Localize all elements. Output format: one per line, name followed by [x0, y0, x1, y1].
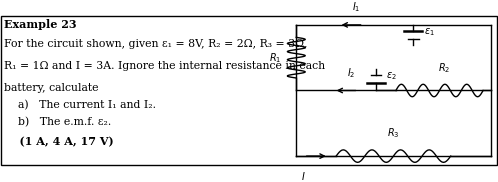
Text: $R_1$: $R_1$ — [269, 51, 281, 65]
Text: battery, calculate: battery, calculate — [4, 83, 99, 93]
Text: $R_2$: $R_2$ — [438, 61, 451, 75]
Text: $I_2$: $I_2$ — [347, 66, 355, 80]
Text: $R_3$: $R_3$ — [387, 127, 400, 141]
Text: $I_1$: $I_1$ — [352, 0, 361, 14]
Text: b)   The e.m.f. ε₂.: b) The e.m.f. ε₂. — [4, 117, 111, 127]
Text: $\varepsilon_2$: $\varepsilon_2$ — [386, 70, 397, 82]
Text: (1 A, 4 A, 17 V): (1 A, 4 A, 17 V) — [4, 136, 114, 147]
Text: a)   The current I₁ and I₂.: a) The current I₁ and I₂. — [4, 100, 156, 110]
Text: $I$: $I$ — [301, 170, 306, 182]
Text: $\varepsilon_1$: $\varepsilon_1$ — [424, 26, 435, 38]
Text: R₁ = 1Ω and I = 3A. Ignore the internal resistance in each: R₁ = 1Ω and I = 3A. Ignore the internal … — [4, 61, 325, 71]
Text: Example 23: Example 23 — [4, 19, 77, 30]
Text: For the circuit shown, given ε₁ = 8V, R₂ = 2Ω, R₃ = 3Ω,: For the circuit shown, given ε₁ = 8V, R₂… — [4, 39, 307, 49]
